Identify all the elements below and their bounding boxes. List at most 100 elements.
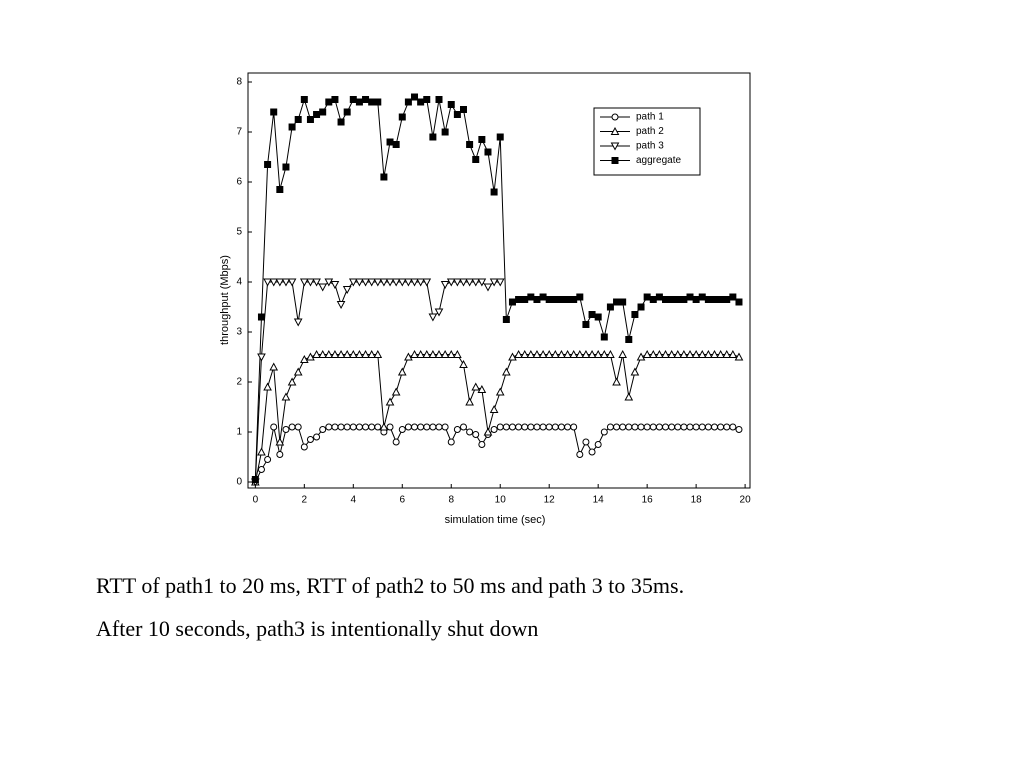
data-point [569, 349, 579, 358]
x-tick-label: 10 [495, 495, 507, 506]
data-point [440, 281, 450, 290]
data-point [349, 423, 357, 431]
legend-label: path 2 [636, 126, 664, 137]
data-point [263, 278, 272, 287]
data-point [588, 448, 596, 456]
data-point [717, 423, 725, 431]
data-point [300, 96, 308, 103]
data-point [472, 156, 480, 163]
data-point [417, 423, 425, 431]
data-point [570, 423, 578, 431]
data-point [557, 296, 565, 303]
data-point [655, 293, 663, 301]
data-point [710, 296, 718, 303]
data-point [649, 296, 657, 303]
y-tick-label: 3 [236, 327, 242, 338]
data-point [385, 397, 395, 406]
data-point [348, 278, 358, 287]
data-point [423, 423, 431, 431]
data-point [465, 278, 474, 287]
data-point [631, 423, 639, 431]
data-point [398, 426, 406, 433]
data-point [532, 349, 542, 358]
data-point [496, 423, 504, 431]
data-point [281, 392, 291, 401]
data-point [673, 349, 683, 358]
data-point [704, 349, 713, 358]
data-point [374, 423, 382, 431]
data-point [521, 423, 529, 431]
data-point [686, 293, 694, 301]
data-point [723, 423, 731, 431]
data-point [362, 96, 370, 103]
data-point [373, 278, 383, 287]
data-point [642, 349, 652, 358]
data-point [306, 436, 314, 443]
data-point [337, 423, 345, 431]
data-point [404, 352, 413, 361]
data-point [692, 423, 700, 431]
data-point [704, 296, 712, 303]
data-point [697, 349, 707, 358]
data-point [680, 296, 688, 303]
data-point [404, 423, 412, 431]
data-point [691, 349, 701, 358]
data-point [306, 116, 314, 123]
x-tick-label: 12 [544, 495, 556, 506]
data-point [404, 278, 413, 287]
data-point [478, 136, 486, 143]
data-point [269, 362, 279, 371]
data-point [704, 423, 712, 431]
data-point [417, 98, 425, 106]
data-point [411, 93, 419, 101]
data-point [313, 433, 321, 441]
data-point [288, 423, 296, 431]
data-point [710, 423, 718, 431]
x-axis-label: simulation time (sec) [445, 514, 546, 526]
data-point [299, 278, 309, 287]
data-point [313, 111, 321, 118]
data-point [612, 377, 621, 386]
data-point [318, 349, 328, 358]
data-point [269, 278, 279, 287]
data-point [490, 426, 498, 433]
data-point [367, 349, 377, 358]
data-point [282, 426, 290, 433]
data-point [551, 423, 559, 431]
data-point [545, 423, 553, 431]
data-point [495, 278, 505, 287]
data-point [410, 349, 419, 358]
data-point [429, 133, 437, 141]
data-point [466, 141, 474, 148]
data-point [398, 113, 406, 121]
data-point [655, 423, 663, 431]
data-point [379, 278, 389, 287]
data-point [502, 367, 511, 376]
data-point [319, 426, 327, 433]
data-point [600, 333, 608, 341]
data-point [337, 118, 345, 126]
data-point [355, 423, 363, 431]
data-point [643, 423, 651, 431]
data-point [680, 423, 688, 431]
data-point [685, 349, 695, 358]
data-point [379, 422, 389, 431]
caption-line: After 10 seconds, path3 is intentionally… [96, 616, 538, 641]
data-point [544, 349, 554, 358]
data-point [325, 423, 333, 431]
data-point [300, 443, 308, 451]
data-point [251, 476, 259, 483]
data-point [361, 278, 370, 287]
data-point [698, 293, 706, 301]
data-point [422, 349, 432, 358]
data-point [306, 278, 315, 287]
data-point [294, 423, 302, 431]
data-point [404, 98, 412, 106]
data-point [533, 423, 541, 431]
data-point [606, 303, 614, 311]
data-point [483, 427, 493, 436]
data-point [728, 349, 738, 358]
data-point [716, 349, 725, 358]
legend-marker [611, 113, 619, 121]
